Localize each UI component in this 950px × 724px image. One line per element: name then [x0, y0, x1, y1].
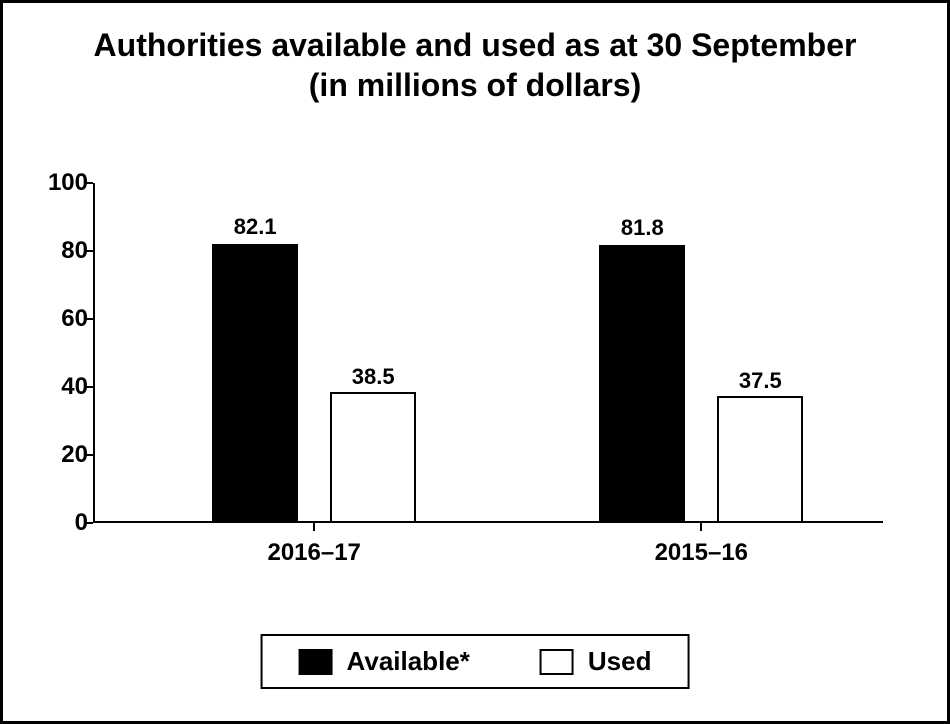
chart-title-line-2: (in millions of dollars): [3, 65, 947, 105]
legend-label-used: Used: [588, 646, 652, 677]
y-tick-label: 100: [48, 169, 88, 197]
y-tick-mark: [85, 454, 93, 456]
y-tick-mark: [85, 386, 93, 388]
legend-swatch-filled-icon: [299, 649, 333, 675]
legend-label-available: Available*: [347, 646, 470, 677]
chart-title-line-1: Authorities available and used as at 30 …: [3, 25, 947, 65]
y-tick-label: 40: [61, 373, 88, 401]
x-category-label: 2016–17: [234, 539, 394, 567]
y-tick-mark: [85, 182, 93, 184]
x-category-label: 2015–16: [621, 539, 781, 567]
bar-value-label: 37.5: [719, 368, 801, 394]
y-tick-label: 60: [61, 305, 88, 333]
bar: 37.5: [717, 396, 803, 524]
y-tick-mark: [85, 522, 93, 524]
chart-plot-area: 020406080100 82.138.52016–1781.837.52015…: [93, 183, 883, 523]
bar-value-label: 38.5: [332, 364, 414, 390]
y-tick-mark: [85, 318, 93, 320]
chart-frame: Authorities available and used as at 30 …: [0, 0, 950, 724]
legend-swatch-hollow-icon: [540, 649, 574, 675]
chart-legend: Available* Used: [261, 634, 690, 689]
y-tick-mark: [85, 250, 93, 252]
bar: 82.1: [212, 244, 298, 523]
bar: 38.5: [330, 392, 416, 523]
bar-value-label: 81.8: [599, 215, 685, 241]
y-tick-label: 80: [61, 237, 88, 265]
legend-item-available: Available*: [299, 646, 470, 677]
bar-value-label: 82.1: [212, 214, 298, 240]
y-axis: 020406080100: [38, 183, 88, 523]
y-tick-label: 20: [61, 441, 88, 469]
legend-item-used: Used: [540, 646, 652, 677]
x-tick-mark: [700, 523, 702, 531]
chart-title: Authorities available and used as at 30 …: [3, 25, 947, 105]
x-tick-mark: [313, 523, 315, 531]
bar: 81.8: [599, 245, 685, 523]
